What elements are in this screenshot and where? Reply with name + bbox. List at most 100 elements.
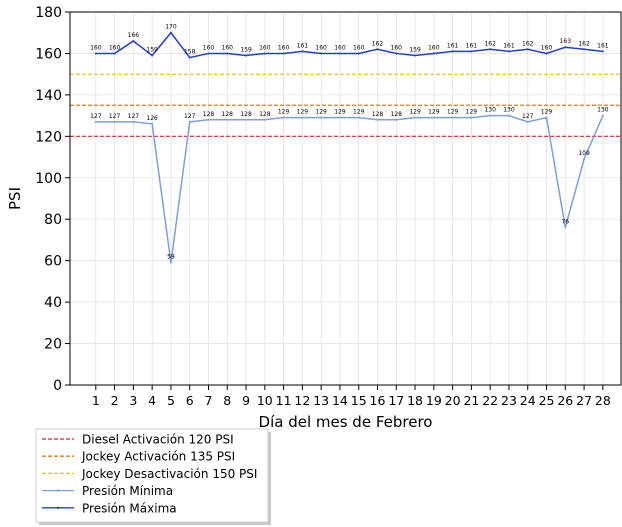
legend-entry: Jockey Desactivación 150 PSI <box>81 467 257 481</box>
data-label: 128 <box>222 111 234 118</box>
data-point <box>132 120 135 123</box>
data-label: 158 <box>184 49 196 56</box>
y-tick-label: 120 <box>35 129 62 145</box>
data-point <box>226 118 229 121</box>
data-point <box>320 52 323 55</box>
data-point <box>601 50 604 53</box>
data-point <box>376 48 379 51</box>
data-label: 127 <box>109 113 121 120</box>
data-label: 129 <box>409 109 421 116</box>
data-label: 162 <box>372 40 384 47</box>
y-tick-label: 40 <box>44 295 62 311</box>
data-point <box>395 118 398 121</box>
data-label: 162 <box>484 40 496 47</box>
data-point <box>169 31 172 34</box>
y-axis-label: PSI <box>6 187 24 210</box>
data-point <box>207 52 210 55</box>
data-point <box>545 52 548 55</box>
legend: Diesel Activación 120 PSI Jockey Activaci… <box>35 428 271 525</box>
series-line <box>95 114 604 263</box>
data-label: 160 <box>203 44 215 51</box>
data-point <box>301 50 304 53</box>
data-label: 160 <box>222 44 234 51</box>
reference-lines <box>70 73 621 137</box>
data-point <box>545 116 548 119</box>
y-tick-label: 60 <box>44 254 62 270</box>
x-tick-label: 11 <box>276 393 292 408</box>
data-label: 161 <box>466 42 478 49</box>
data-label: 127 <box>522 113 534 120</box>
x-tick-label: 8 <box>223 393 231 408</box>
data-label: 129 <box>466 109 478 116</box>
data-point <box>507 114 510 117</box>
data-point <box>245 118 248 121</box>
x-tick-label: 7 <box>205 393 213 408</box>
data-label: 160 <box>109 44 121 51</box>
x-tick-label: 13 <box>313 393 329 408</box>
y-axis: 0 20 40 60 80 100 120 140 160 180 <box>35 5 70 394</box>
y-tick-label: 0 <box>53 378 62 394</box>
data-label: 128 <box>240 111 252 118</box>
series-lines <box>94 31 604 264</box>
plot-frame <box>69 11 622 386</box>
legend-entry: Presión Máxima <box>82 501 177 515</box>
x-tick-label: 24 <box>520 393 536 408</box>
data-point <box>432 116 435 119</box>
data-label: 160 <box>334 44 346 51</box>
data-label: 161 <box>297 42 309 49</box>
data-label: 160 <box>315 44 327 51</box>
data-point <box>583 158 586 161</box>
x-tick-label: 16 <box>370 393 386 408</box>
y-tick-label: 140 <box>35 88 62 104</box>
y-tick-label: 180 <box>35 5 62 21</box>
legend-entry: Jockey Activación 135 PSI <box>81 450 235 464</box>
data-label: 129 <box>334 109 346 116</box>
data-point <box>263 52 266 55</box>
data-point <box>226 52 229 55</box>
x-tick-label: 20 <box>445 393 461 408</box>
data-point <box>583 48 586 51</box>
x-tick-label: 22 <box>482 393 498 408</box>
x-tick-label: 5 <box>167 393 175 408</box>
data-point <box>169 261 172 264</box>
x-tick-label: 2 <box>111 393 119 408</box>
grid-lines <box>70 11 621 386</box>
data-label: 160 <box>428 44 440 51</box>
data-label: 127 <box>184 113 196 120</box>
data-label: 129 <box>297 109 309 116</box>
data-label: 128 <box>391 111 403 118</box>
y-tick-label: 80 <box>44 212 62 228</box>
data-point <box>470 50 473 53</box>
data-label: 161 <box>597 42 609 49</box>
data-label: 59 <box>167 254 175 261</box>
data-label: 160 <box>278 44 290 51</box>
data-label: 160 <box>391 44 403 51</box>
x-tick-label: 18 <box>407 393 423 408</box>
data-label: 160 <box>259 44 271 51</box>
data-point <box>601 114 604 117</box>
x-axis-label: Día del mes de Febrero <box>259 413 433 431</box>
data-label: 127 <box>128 113 140 120</box>
data-point <box>282 52 285 55</box>
x-tick-label: 12 <box>294 393 310 408</box>
data-label: 127 <box>90 113 102 120</box>
legend-entry: Diesel Activación 120 PSI <box>82 433 234 447</box>
x-tick-label: 15 <box>351 393 367 408</box>
legend-marker <box>56 506 60 509</box>
data-point <box>301 116 304 119</box>
data-point <box>414 54 417 57</box>
x-tick-label: 6 <box>186 393 194 408</box>
data-point <box>470 116 473 119</box>
data-label: 166 <box>128 32 140 39</box>
x-tick-label: 9 <box>242 393 250 408</box>
data-label: 129 <box>428 109 440 116</box>
data-point <box>151 122 154 125</box>
data-label: 160 <box>90 44 102 51</box>
x-tick-label: 26 <box>557 393 573 408</box>
legend-box <box>35 428 269 523</box>
data-point <box>320 116 323 119</box>
data-point <box>489 114 492 117</box>
x-tick-label: 14 <box>332 393 348 408</box>
data-label: 128 <box>259 111 271 118</box>
data-label: 109 <box>578 150 590 157</box>
